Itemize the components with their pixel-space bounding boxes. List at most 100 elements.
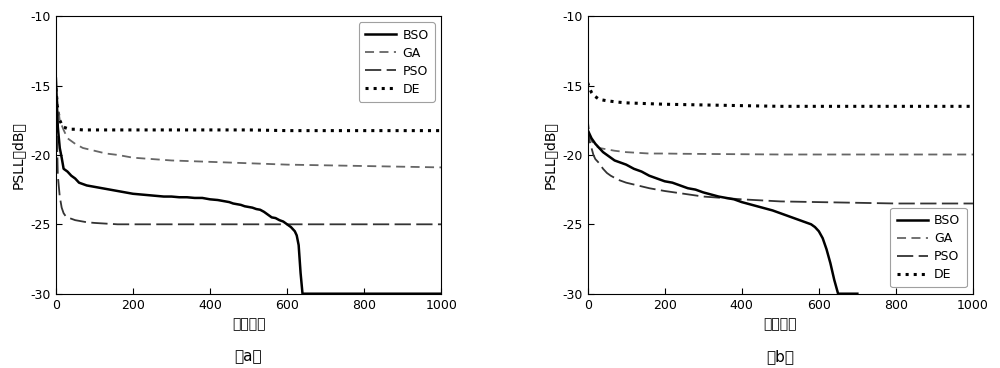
DE bbox=[108, 128, 120, 132]
GA bbox=[77, 146, 89, 150]
Line: PSO: PSO bbox=[588, 127, 973, 204]
Line: BSO: BSO bbox=[588, 130, 857, 294]
X-axis label: 辭代步数: 辭代步数 bbox=[764, 317, 797, 331]
GA bbox=[100, 151, 112, 156]
PSO bbox=[620, 180, 632, 185]
DE bbox=[50, 86, 62, 91]
PSO bbox=[52, 174, 64, 178]
PSO bbox=[100, 222, 112, 226]
GA bbox=[609, 149, 621, 153]
PSO bbox=[243, 222, 255, 227]
PSO bbox=[582, 125, 594, 130]
PSO bbox=[585, 146, 597, 150]
PSO bbox=[397, 222, 409, 227]
GA bbox=[185, 159, 197, 163]
GA bbox=[593, 146, 605, 150]
PSO bbox=[813, 200, 825, 204]
GA bbox=[643, 151, 655, 156]
PSO bbox=[165, 222, 177, 227]
PSO bbox=[204, 222, 216, 227]
DE bbox=[397, 128, 409, 133]
GA bbox=[659, 151, 671, 156]
PSO bbox=[601, 171, 613, 175]
PSO bbox=[61, 215, 73, 220]
PSO bbox=[736, 197, 748, 202]
PSO bbox=[435, 222, 447, 227]
GA bbox=[601, 147, 613, 152]
GA bbox=[281, 162, 293, 167]
DE bbox=[77, 128, 89, 132]
GA bbox=[61, 136, 73, 141]
PSO bbox=[60, 214, 72, 218]
GA bbox=[112, 153, 124, 157]
DE bbox=[582, 81, 594, 85]
PSO bbox=[659, 189, 671, 193]
DE bbox=[358, 128, 370, 133]
Text: （a）: （a） bbox=[235, 349, 262, 364]
PSO bbox=[146, 222, 158, 227]
DE bbox=[601, 99, 613, 103]
GA bbox=[435, 165, 447, 170]
BSO bbox=[262, 212, 274, 217]
GA bbox=[54, 118, 66, 123]
DE bbox=[620, 101, 632, 105]
DE bbox=[639, 101, 651, 106]
DE bbox=[851, 104, 863, 109]
DE bbox=[585, 90, 597, 95]
GA bbox=[813, 152, 825, 157]
BSO bbox=[196, 196, 208, 200]
DE bbox=[88, 128, 100, 132]
DE bbox=[584, 86, 596, 91]
DE bbox=[435, 128, 447, 133]
DE bbox=[697, 103, 709, 107]
DE bbox=[281, 128, 293, 133]
PSO bbox=[587, 153, 599, 157]
GA bbox=[146, 157, 158, 161]
PSO bbox=[81, 220, 93, 224]
DE bbox=[928, 104, 940, 109]
DE bbox=[69, 127, 81, 131]
Line: PSO: PSO bbox=[56, 92, 441, 224]
DE bbox=[587, 93, 599, 98]
PSO bbox=[127, 222, 139, 227]
DE bbox=[61, 126, 73, 131]
GA bbox=[736, 152, 748, 156]
DE bbox=[165, 128, 177, 132]
GA bbox=[584, 132, 596, 136]
BSO bbox=[223, 200, 235, 204]
GA bbox=[890, 152, 902, 157]
DE bbox=[320, 128, 332, 133]
PSO bbox=[65, 216, 77, 221]
GA bbox=[58, 128, 70, 132]
GA bbox=[774, 152, 786, 157]
GA bbox=[50, 81, 62, 85]
Line: DE: DE bbox=[588, 83, 973, 106]
BSO bbox=[830, 284, 842, 289]
GA bbox=[397, 164, 409, 169]
GA bbox=[585, 139, 597, 143]
PSO bbox=[597, 167, 609, 171]
GA bbox=[697, 152, 709, 156]
PSO bbox=[589, 157, 601, 161]
BSO bbox=[73, 180, 85, 185]
PSO bbox=[678, 192, 690, 196]
Line: GA: GA bbox=[56, 83, 441, 167]
Legend: BSO, GA, PSO, DE: BSO, GA, PSO, DE bbox=[359, 22, 435, 102]
PSO bbox=[774, 199, 786, 204]
PSO bbox=[77, 219, 89, 224]
DE bbox=[659, 102, 671, 106]
Line: BSO: BSO bbox=[56, 79, 441, 294]
DE bbox=[736, 103, 748, 108]
PSO bbox=[73, 219, 85, 223]
DE bbox=[54, 118, 66, 123]
PSO bbox=[593, 161, 605, 166]
PSO bbox=[112, 222, 124, 227]
BSO bbox=[643, 174, 655, 178]
DE bbox=[65, 127, 77, 131]
GA bbox=[204, 160, 216, 164]
PSO bbox=[50, 90, 62, 95]
Y-axis label: PSLL（dB）: PSLL（dB） bbox=[543, 121, 557, 189]
DE bbox=[243, 128, 255, 132]
DE bbox=[813, 104, 825, 109]
DE bbox=[127, 128, 139, 132]
